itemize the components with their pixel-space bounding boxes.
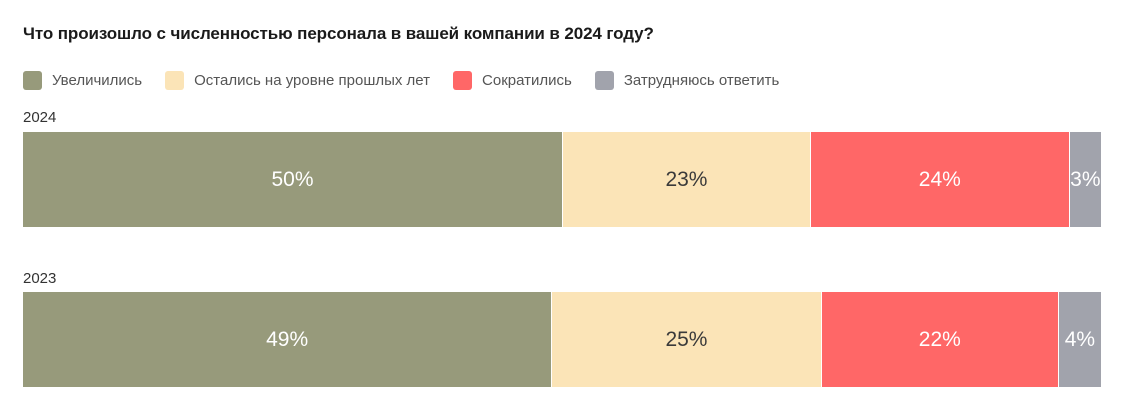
data-label: 24% xyxy=(918,167,961,191)
legend-label: Затрудняюсь ответить xyxy=(623,72,780,89)
data-label: 49% xyxy=(266,327,309,351)
data-label: 22% xyxy=(918,327,961,351)
legend-swatch xyxy=(453,71,473,90)
legend-label: Остались на уровне прошлых лет xyxy=(194,72,431,89)
bar-segment: 23% xyxy=(562,132,810,227)
bar-segment: 3% xyxy=(1068,132,1101,227)
data-label: 3% xyxy=(1070,167,1101,191)
bar-segment: 4% xyxy=(1057,292,1101,387)
legend-item: Затрудняюсь ответить xyxy=(594,71,780,90)
legend-swatch xyxy=(165,71,185,90)
legend-swatch xyxy=(23,71,42,90)
stacked-bar: 49% 25% 22% 4% xyxy=(23,292,1101,387)
row-label: 2023 xyxy=(23,270,57,287)
data-label: 25% xyxy=(665,327,708,351)
data-label: 4% xyxy=(1064,327,1096,351)
data-label: 23% xyxy=(665,167,708,191)
bar-segment: 49% xyxy=(23,292,552,387)
legend: Увеличились Остались на уровне прошлых ле… xyxy=(23,71,802,90)
data-label: 50% xyxy=(271,167,314,191)
bar-segment: 22% xyxy=(820,292,1058,387)
bar-segment: 25% xyxy=(551,292,821,387)
row-label: 2024 xyxy=(23,109,57,126)
stacked-bar: 50% 23% 24% 3% xyxy=(23,132,1101,227)
bar-segment: 50% xyxy=(23,132,562,227)
legend-label: Сократились xyxy=(482,72,572,89)
bar-segment: 24% xyxy=(809,132,1069,227)
chart-title: Что произошло с численностью персонала в… xyxy=(23,24,654,43)
legend-swatch xyxy=(594,71,614,90)
legend-item: Остались на уровне прошлых лет xyxy=(165,71,430,90)
legend-label: Увеличились xyxy=(52,72,143,89)
legend-item: Увеличились xyxy=(23,71,142,90)
legend-item: Сократились xyxy=(453,71,572,90)
